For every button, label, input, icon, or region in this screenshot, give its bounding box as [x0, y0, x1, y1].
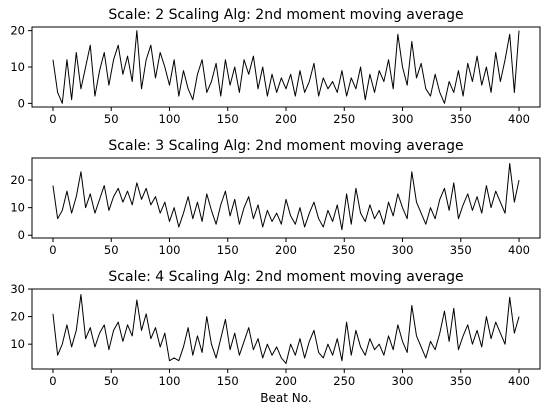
- chart-title: Scale: 2 Scaling Alg: 2nd moment moving …: [108, 7, 463, 23]
- y-tick-label: 20: [10, 310, 25, 324]
- y-tick-label: 10: [10, 201, 25, 215]
- series-line: [52, 163, 520, 231]
- x-tick-label: 50: [104, 243, 119, 257]
- x-tick-label: 350: [450, 243, 472, 257]
- x-tick-label: 300: [392, 243, 414, 257]
- y-tick-label: 10: [10, 60, 25, 74]
- plot-frame: [31, 26, 541, 108]
- x-tick-label: 150: [217, 374, 239, 388]
- x-tick-label: 100: [159, 112, 181, 126]
- x-tick-label: 250: [333, 112, 355, 126]
- y-tick-label: 20: [10, 24, 25, 38]
- x-tick-label: 200: [275, 243, 297, 257]
- subplot-scale-3: Scale: 3 Scaling Alg: 2nd moment moving …: [10, 138, 541, 257]
- x-tick-label: 0: [49, 243, 56, 257]
- x-tick-label: 150: [217, 243, 239, 257]
- x-tick-label: 0: [49, 374, 56, 388]
- x-tick-label: 150: [217, 112, 239, 126]
- x-tick-label: 250: [333, 243, 355, 257]
- series-line: [52, 294, 520, 364]
- x-tick-label: 250: [333, 374, 355, 388]
- plot-frame: [31, 288, 541, 370]
- y-tick-label: 0: [18, 96, 25, 110]
- x-tick-label: 100: [159, 374, 181, 388]
- x-tick-label: 200: [275, 112, 297, 126]
- x-tick-label: 350: [450, 374, 472, 388]
- y-tick-label: 0: [18, 228, 25, 242]
- x-tick-label: 300: [392, 112, 414, 126]
- series-line: [52, 30, 520, 104]
- x-tick-label: 0: [49, 112, 56, 126]
- plot-frame: [31, 157, 541, 239]
- subplot-scale-4: Scale: 4 Scaling Alg: 2nd moment moving …: [10, 269, 541, 405]
- x-tick-label: 50: [104, 374, 119, 388]
- x-tick-label: 400: [508, 374, 530, 388]
- x-tick-label: 200: [275, 374, 297, 388]
- y-tick-label: 20: [10, 173, 25, 187]
- subplot-scale-2: Scale: 2 Scaling Alg: 2nd moment moving …: [10, 7, 541, 126]
- x-tick-label: 300: [392, 374, 414, 388]
- x-tick-label: 100: [159, 243, 181, 257]
- y-tick-label: 10: [10, 337, 25, 351]
- x-tick-label: 400: [508, 243, 530, 257]
- x-axis-label: Beat No.: [260, 391, 311, 405]
- x-tick-label: 50: [104, 112, 119, 126]
- x-tick-label: 350: [450, 112, 472, 126]
- chart-title: Scale: 3 Scaling Alg: 2nd moment moving …: [108, 138, 463, 154]
- chart-title: Scale: 4 Scaling Alg: 2nd moment moving …: [108, 269, 463, 285]
- y-tick-label: 30: [10, 282, 25, 296]
- x-tick-label: 400: [508, 112, 530, 126]
